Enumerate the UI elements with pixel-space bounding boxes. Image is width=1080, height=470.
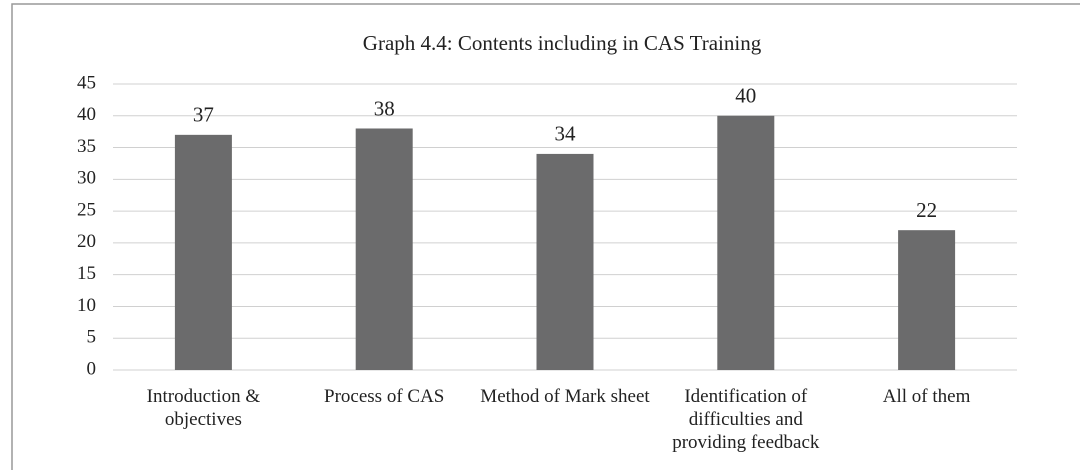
y-tick-label: 15 xyxy=(77,263,96,284)
y-tick-label: 10 xyxy=(77,295,96,316)
x-tick-label: Process of CAS xyxy=(324,386,445,407)
data-label: 40 xyxy=(735,84,756,108)
bar xyxy=(898,230,956,370)
y-tick-label: 20 xyxy=(77,231,96,252)
y-tick-label: 45 xyxy=(77,72,96,93)
x-tick-label: Identification of difficulties and provi… xyxy=(672,386,820,453)
x-tick-label: All of them xyxy=(882,386,971,407)
bar xyxy=(355,128,413,370)
chart-title: Graph 4.4: Contents including in CAS Tra… xyxy=(363,31,762,55)
data-label: 38 xyxy=(374,96,395,120)
y-tick-label: 35 xyxy=(77,136,96,157)
bar xyxy=(717,115,775,371)
y-tick-label: 25 xyxy=(77,199,96,220)
frame xyxy=(11,3,1080,470)
y-tick-label: 40 xyxy=(77,104,96,125)
x-tick-label: Method of Mark sheet xyxy=(480,386,650,407)
y-tick-label: 0 xyxy=(87,358,97,379)
data-label: 37 xyxy=(193,103,214,127)
x-tick-label: Introduction & objectives xyxy=(146,386,261,430)
data-label: 22 xyxy=(916,198,937,222)
data-label: 34 xyxy=(555,122,577,146)
bar xyxy=(536,153,594,370)
y-tick-label: 5 xyxy=(87,327,97,348)
y-tick-label: 30 xyxy=(77,168,96,189)
bar xyxy=(174,134,232,370)
